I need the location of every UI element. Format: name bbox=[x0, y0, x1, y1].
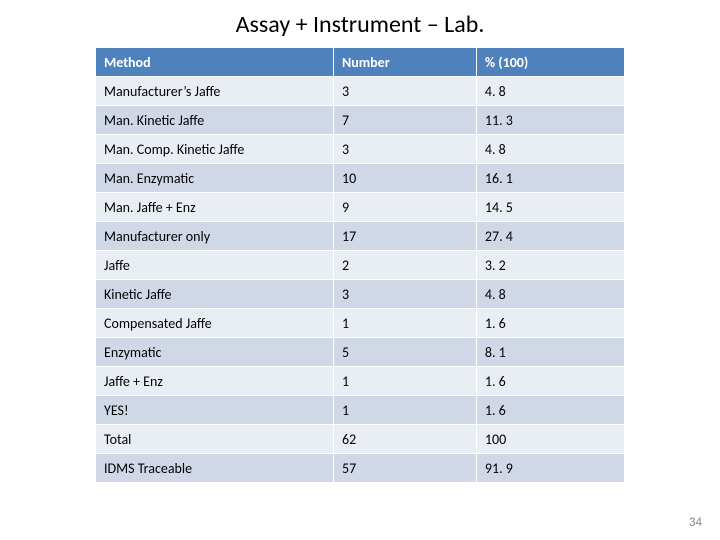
table-cell: Manufacturer only bbox=[96, 222, 334, 251]
table-cell: 14. 5 bbox=[476, 193, 624, 222]
table-row: Man. Comp. Kinetic Jaffe34. 8 bbox=[96, 135, 625, 164]
table-header-cell: Number bbox=[334, 48, 477, 77]
table-cell: 100 bbox=[476, 425, 624, 454]
table-cell: Man. Kinetic Jaffe bbox=[96, 106, 334, 135]
table-cell: 91. 9 bbox=[476, 454, 624, 483]
table-cell: 27. 4 bbox=[476, 222, 624, 251]
data-table: MethodNumber% (100) Manufacturer’s Jaffe… bbox=[95, 47, 625, 483]
table-cell: Total bbox=[96, 425, 334, 454]
table-cell: Man. Enzymatic bbox=[96, 164, 334, 193]
table-cell: 11. 3 bbox=[476, 106, 624, 135]
table-row: Man. Kinetic Jaffe711. 3 bbox=[96, 106, 625, 135]
table-row: IDMS Traceable5791. 9 bbox=[96, 454, 625, 483]
table-row: Manufacturer’s Jaffe34. 8 bbox=[96, 77, 625, 106]
table-cell: Jaffe + Enz bbox=[96, 367, 334, 396]
table-cell: IDMS Traceable bbox=[96, 454, 334, 483]
table-cell: 4. 8 bbox=[476, 77, 624, 106]
table-row: Man. Enzymatic1016. 1 bbox=[96, 164, 625, 193]
table-cell: 3 bbox=[334, 77, 477, 106]
table-row: Kinetic Jaffe34. 8 bbox=[96, 280, 625, 309]
table-cell: 2 bbox=[334, 251, 477, 280]
table-cell: Compensated Jaffe bbox=[96, 309, 334, 338]
table-cell: 3 bbox=[334, 280, 477, 309]
table-cell: 1. 6 bbox=[476, 396, 624, 425]
table-cell: 16. 1 bbox=[476, 164, 624, 193]
table-cell: 1 bbox=[334, 396, 477, 425]
table-row: Jaffe + Enz11. 6 bbox=[96, 367, 625, 396]
page-title: Assay + Instrument – Lab. bbox=[0, 0, 720, 47]
table-container: MethodNumber% (100) Manufacturer’s Jaffe… bbox=[95, 47, 625, 483]
table-row: Manufacturer only1727. 4 bbox=[96, 222, 625, 251]
table-row: Enzymatic58. 1 bbox=[96, 338, 625, 367]
table-header-cell: Method bbox=[96, 48, 334, 77]
table-row: Total62100 bbox=[96, 425, 625, 454]
table-header-row: MethodNumber% (100) bbox=[96, 48, 625, 77]
table-cell: 1 bbox=[334, 367, 477, 396]
table-row: Jaffe23. 2 bbox=[96, 251, 625, 280]
table-cell: 9 bbox=[334, 193, 477, 222]
table-cell: Man. Comp. Kinetic Jaffe bbox=[96, 135, 334, 164]
table-cell: 62 bbox=[334, 425, 477, 454]
table-cell: YES! bbox=[96, 396, 334, 425]
table-cell: Man. Jaffe + Enz bbox=[96, 193, 334, 222]
table-cell: 3 bbox=[334, 135, 477, 164]
table-cell: 4. 8 bbox=[476, 280, 624, 309]
table-cell: Manufacturer’s Jaffe bbox=[96, 77, 334, 106]
table-cell: 7 bbox=[334, 106, 477, 135]
table-head: MethodNumber% (100) bbox=[96, 48, 625, 77]
table-row: Compensated Jaffe11. 6 bbox=[96, 309, 625, 338]
table-row: Man. Jaffe + Enz914. 5 bbox=[96, 193, 625, 222]
table-cell: 4. 8 bbox=[476, 135, 624, 164]
table-cell: Kinetic Jaffe bbox=[96, 280, 334, 309]
table-cell: 17 bbox=[334, 222, 477, 251]
table-cell: 10 bbox=[334, 164, 477, 193]
table-row: YES!11. 6 bbox=[96, 396, 625, 425]
page-number: 34 bbox=[689, 515, 702, 530]
table-cell: 1. 6 bbox=[476, 309, 624, 338]
table-cell: Jaffe bbox=[96, 251, 334, 280]
table-cell: 3. 2 bbox=[476, 251, 624, 280]
table-cell: 8. 1 bbox=[476, 338, 624, 367]
table-body: Manufacturer’s Jaffe34. 8Man. Kinetic Ja… bbox=[96, 77, 625, 483]
table-cell: 1 bbox=[334, 309, 477, 338]
table-cell: 57 bbox=[334, 454, 477, 483]
table-cell: 1. 6 bbox=[476, 367, 624, 396]
table-header-cell: % (100) bbox=[476, 48, 624, 77]
table-cell: 5 bbox=[334, 338, 477, 367]
table-cell: Enzymatic bbox=[96, 338, 334, 367]
